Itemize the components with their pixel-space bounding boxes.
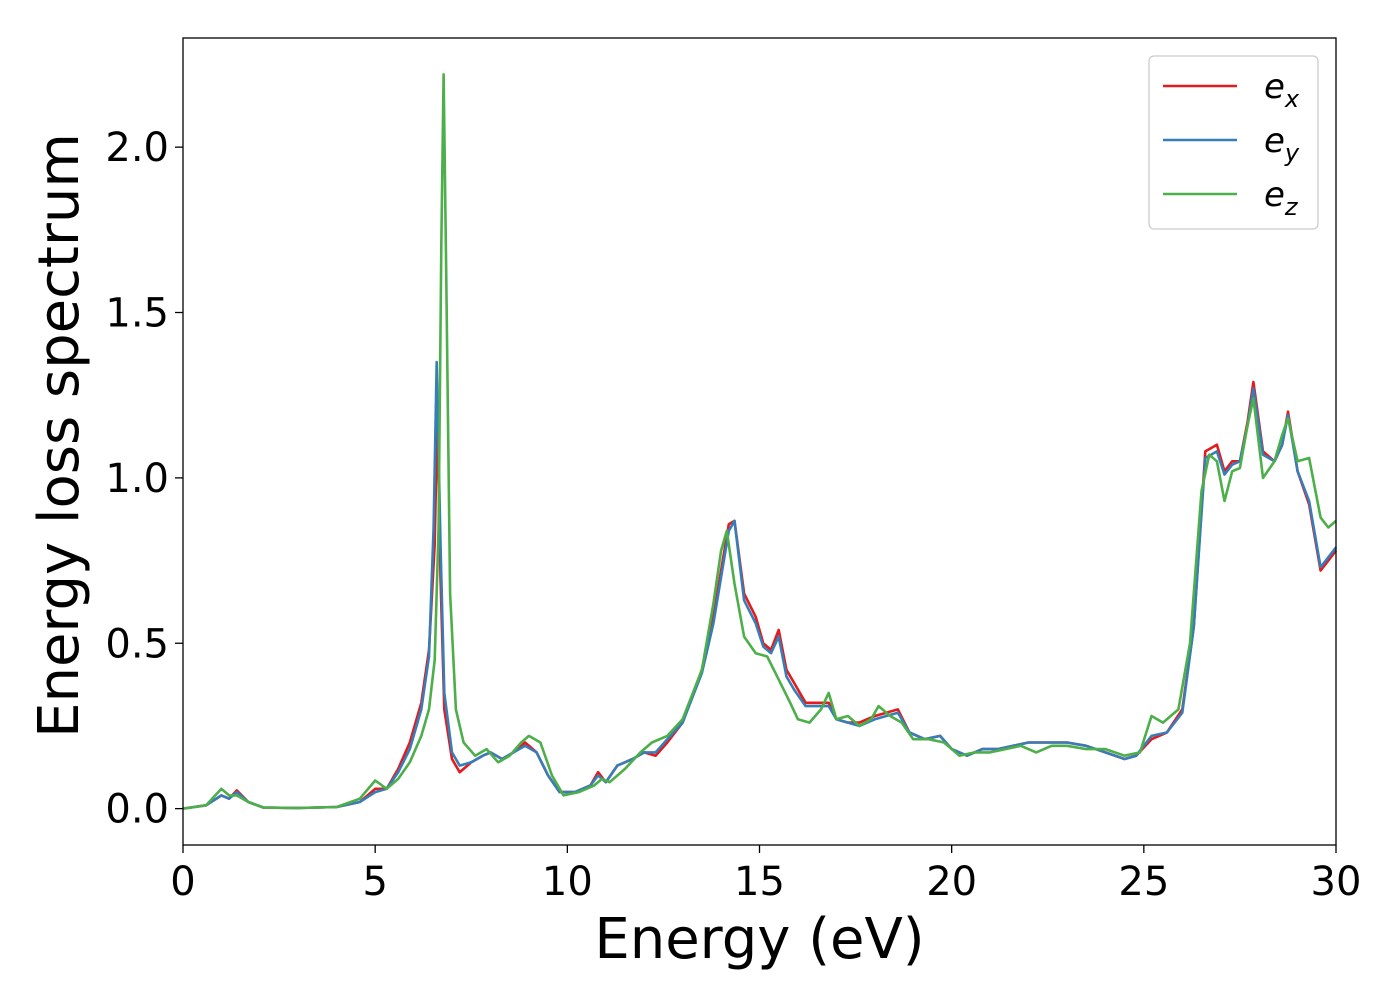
x-tick-label: 5 xyxy=(362,859,387,905)
x-axis-label: Energy (eV) xyxy=(594,907,924,972)
y-tick-label: 1.5 xyxy=(105,291,169,337)
y-axis-label: Energy loss spectrum xyxy=(27,133,92,738)
x-tick-label: 0 xyxy=(170,859,195,905)
x-tick-label: 20 xyxy=(926,859,977,905)
series-line-y xyxy=(182,360,1338,810)
x-tick-label: 15 xyxy=(734,859,785,905)
legend-label-x: ex xyxy=(1264,67,1300,113)
legend-label-y: ey xyxy=(1264,121,1300,167)
legend-label-z: ez xyxy=(1264,175,1299,221)
x-tick-label: 25 xyxy=(1118,859,1169,905)
y-tick-label: 1.0 xyxy=(105,456,169,502)
legend: ex ey ez xyxy=(1148,55,1319,230)
y-tick-label: 2.0 xyxy=(105,125,169,171)
y-tick-label: 0.0 xyxy=(105,787,169,833)
y-axis: 0.0 0.5 1.0 1.5 2.0 xyxy=(105,125,183,833)
x-axis: 0 5 10 15 20 25 30 xyxy=(170,845,1361,905)
y-tick-label: 0.5 xyxy=(105,621,169,667)
series-layer xyxy=(182,73,1338,810)
x-tick-label: 10 xyxy=(542,859,593,905)
series-line-z xyxy=(182,73,1337,810)
x-tick-label: 30 xyxy=(1311,859,1362,905)
legend-box xyxy=(1148,55,1319,230)
series-line-x xyxy=(182,380,1338,810)
